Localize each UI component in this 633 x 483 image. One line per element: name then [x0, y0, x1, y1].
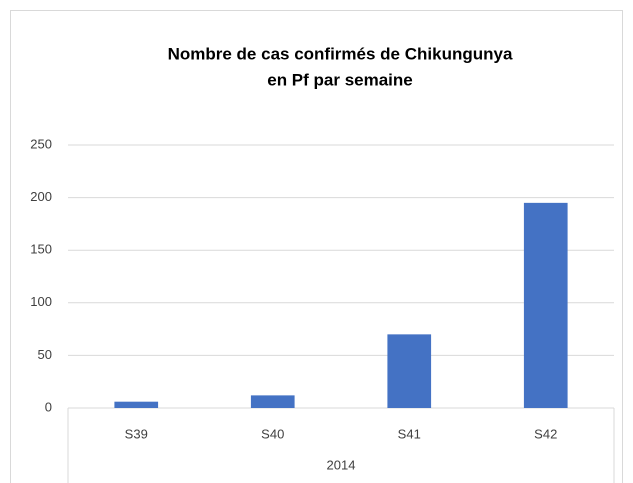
x-tick-label: S42 — [534, 426, 557, 441]
bar — [387, 334, 432, 408]
y-tick-label: 250 — [30, 136, 52, 151]
y-tick-label: 200 — [30, 189, 52, 204]
y-tick-label: 150 — [30, 242, 52, 257]
bar — [523, 202, 568, 408]
chart-title: Nombre de cas confirmés de Chikungunya — [168, 44, 513, 63]
x-tick-label: S40 — [261, 426, 284, 441]
bar — [250, 395, 295, 408]
bar — [114, 401, 159, 408]
y-tick-label: 0 — [45, 399, 52, 414]
y-tick-label: 100 — [30, 294, 52, 309]
chart-title: en Pf par semaine — [267, 70, 413, 89]
y-tick-label: 50 — [38, 347, 52, 362]
chart-frame — [10, 10, 623, 483]
x-tick-label: S41 — [398, 426, 421, 441]
x-tick-label: S39 — [125, 426, 148, 441]
x-group-label: 2014 — [327, 457, 356, 472]
